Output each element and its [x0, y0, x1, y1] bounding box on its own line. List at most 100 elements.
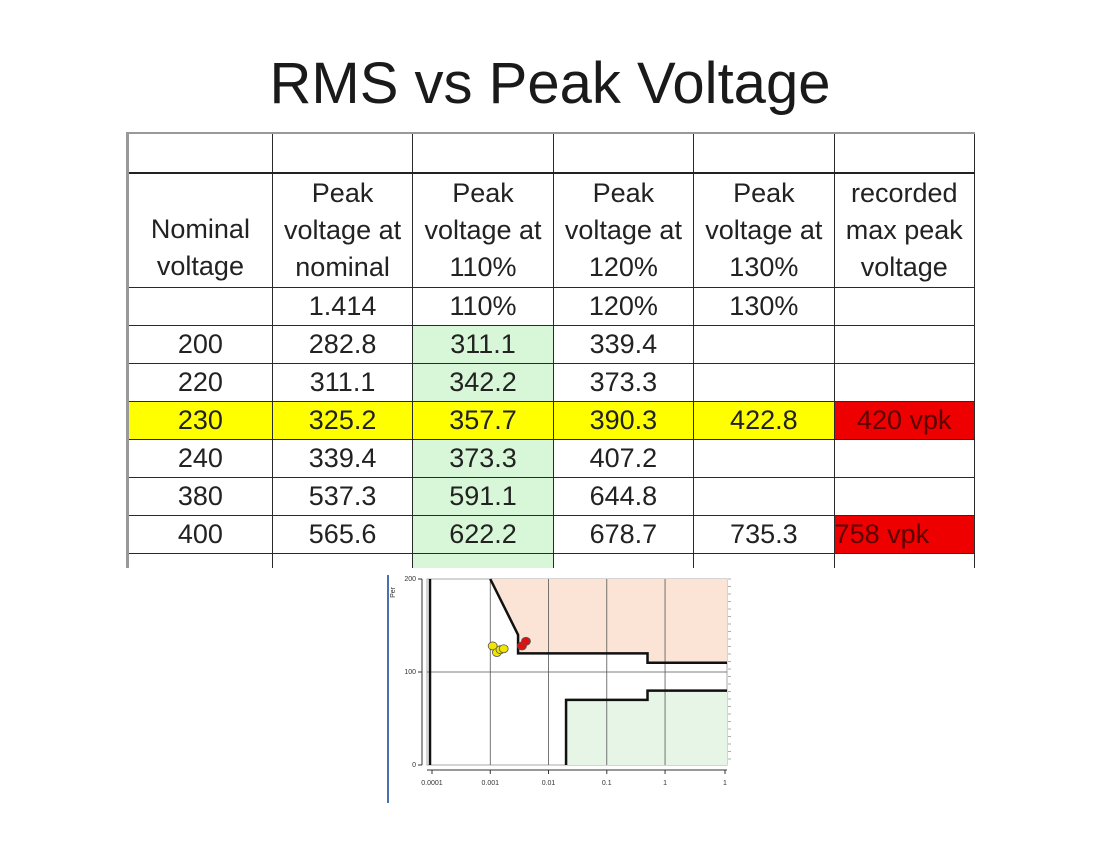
empty-cell[interactable]	[271, 132, 414, 174]
table-cell[interactable]: 537.3	[271, 476, 414, 516]
voltage-table: Nominal voltage Peak voltage at nominal Peak v…	[126, 132, 975, 568]
table-cell[interactable]: 240	[126, 438, 273, 478]
y-tick-label: 100	[404, 669, 416, 676]
table-cell[interactable]	[693, 438, 835, 478]
header-line: 120%	[588, 251, 658, 282]
x-tick-label: 1	[723, 780, 727, 787]
table-cell[interactable]: 339.4	[552, 324, 695, 364]
table-cell[interactable]: 282.8	[271, 324, 414, 364]
table-cell[interactable]: 422.8	[693, 400, 835, 440]
voltage-tolerance-chart: 0 100 200 Per 0.0001 0.001 0.01 0.1 1 1	[387, 575, 731, 803]
empty-cell[interactable]	[412, 552, 554, 568]
table-cell[interactable]	[833, 362, 975, 402]
red-data-point	[521, 636, 531, 646]
header-line: 110%	[449, 251, 517, 282]
table-cell[interactable]: 342.2	[412, 362, 554, 402]
table-row: 230 325.2 357.7 390.3 422.8 420 vpk	[126, 400, 975, 440]
header-line: voltage at	[705, 214, 823, 245]
header-line: voltage	[156, 251, 244, 282]
table-cell[interactable]	[833, 438, 975, 478]
spreadsheet-table: Nominal voltage Peak voltage at nominal Peak v…	[126, 132, 975, 568]
factor-cell[interactable]: 110%	[412, 286, 554, 326]
x-tick-label: 0.0001	[421, 780, 443, 787]
empty-cell[interactable]	[693, 552, 835, 568]
empty-cell[interactable]	[833, 552, 975, 568]
header-cell[interactable]: recorded max peak voltage	[833, 172, 975, 288]
empty-cell[interactable]	[271, 552, 414, 568]
table-cell[interactable]: 400	[126, 514, 273, 554]
header-cell[interactable]: Peak voltage at 110%	[412, 172, 554, 288]
header-line: Nominal	[150, 214, 250, 245]
table-row: 380 537.3 591.1 644.8	[126, 476, 975, 516]
header-cell[interactable]: Peak voltage at nominal	[271, 172, 414, 288]
empty-cell[interactable]	[552, 132, 695, 174]
table-cell[interactable]: 622.2	[412, 514, 554, 554]
table-cell[interactable]: 591.1	[412, 476, 554, 516]
empty-cell[interactable]	[126, 552, 273, 568]
empty-cell[interactable]	[412, 132, 554, 174]
x-tick-label: 1	[663, 780, 667, 787]
factor-cell[interactable]	[833, 286, 975, 326]
empty-cell[interactable]	[126, 132, 273, 174]
header-cell[interactable]: Peak voltage at 130%	[693, 172, 835, 288]
y-tick-label: 0	[412, 762, 416, 769]
table-cell[interactable]: 220	[126, 362, 273, 402]
factor-cell[interactable]: 130%	[693, 286, 835, 326]
factor-row: 1.414 110% 120% 130%	[126, 286, 975, 326]
header-cell[interactable]: Peak voltage at 120%	[552, 172, 695, 288]
x-tick-label: 0.001	[481, 780, 499, 787]
table-cell[interactable]: 200	[126, 324, 273, 364]
header-line: Peak	[452, 177, 514, 208]
x-tick-label: 0.01	[542, 780, 556, 787]
table-cell[interactable]: 678.7	[552, 514, 695, 554]
header-row: Nominal voltage Peak voltage at nominal Peak v…	[126, 172, 975, 288]
table-cell[interactable]	[693, 324, 835, 364]
table-cell[interactable]	[693, 476, 835, 516]
empty-cell[interactable]	[833, 132, 975, 174]
table-cell[interactable]: 380	[126, 476, 273, 516]
table-cell[interactable]: 230	[126, 400, 273, 440]
table-cell[interactable]: 373.3	[412, 438, 554, 478]
table-cell[interactable]: 735.3	[693, 514, 835, 554]
table-cell[interactable]: 311.1	[412, 324, 554, 364]
table-cell[interactable]: 565.6	[271, 514, 414, 554]
upper-limit-curve	[489, 578, 727, 664]
y-axis-label: Per	[390, 586, 397, 598]
overvoltage-region	[490, 579, 727, 663]
header-line: recorded	[850, 177, 958, 208]
yellow-data-point	[498, 644, 509, 654]
header-line: voltage	[860, 251, 948, 282]
header-line: voltage at	[564, 214, 682, 245]
table-cell[interactable]: 420 vpk	[833, 400, 975, 440]
factor-cell[interactable]: 120%	[552, 286, 695, 326]
header-line: Peak	[311, 177, 374, 208]
table-cell[interactable]: 339.4	[271, 438, 414, 478]
header-line: Peak	[592, 177, 655, 208]
factor-cell[interactable]: 1.414	[271, 286, 414, 326]
table-cell[interactable]: 311.1	[271, 362, 414, 402]
table-row: 200 282.8 311.1 339.4	[126, 324, 975, 364]
table-cell[interactable]: 373.3	[552, 362, 695, 402]
table-row: 240 339.4 373.3 407.2	[126, 438, 975, 478]
table-cell[interactable]	[833, 324, 975, 364]
table-cell[interactable]: 758 vpk	[833, 514, 975, 554]
factor-cell[interactable]	[126, 286, 273, 326]
header-line: 130%	[729, 251, 799, 282]
table-cell[interactable]	[693, 362, 835, 402]
table-row: 220 311.1 342.2 373.3	[126, 362, 975, 402]
header-line: voltage at	[284, 214, 402, 245]
table-cell[interactable]: 407.2	[552, 438, 695, 478]
header-line: nominal	[295, 251, 390, 282]
undervoltage-region	[566, 690, 727, 765]
header-line: Peak	[733, 177, 795, 208]
table-cell[interactable]	[833, 476, 975, 516]
table-cell[interactable]: 644.8	[552, 476, 695, 516]
empty-cell[interactable]	[552, 552, 695, 568]
table-cell[interactable]: 390.3	[552, 400, 695, 440]
table-cell[interactable]: 357.7	[412, 400, 554, 440]
header-cell[interactable]: Nominal voltage	[126, 172, 273, 288]
empty-cell[interactable]	[693, 132, 835, 174]
header-line: max peak	[845, 214, 963, 245]
lower-limit-curve	[564, 689, 727, 765]
table-cell[interactable]: 325.2	[271, 400, 414, 440]
